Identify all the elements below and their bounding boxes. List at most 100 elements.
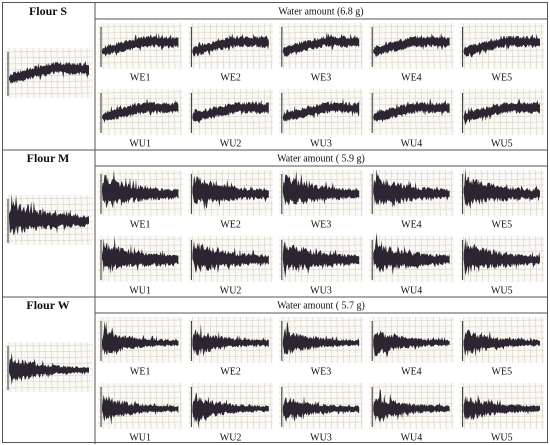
trace-grid bbox=[188, 202, 273, 205]
trace-image bbox=[459, 235, 545, 283]
trace-band bbox=[192, 392, 269, 429]
trace-image bbox=[459, 22, 545, 70]
trace-grid bbox=[426, 382, 429, 430]
trace-grid bbox=[278, 421, 364, 424]
trace-grid bbox=[97, 325, 183, 328]
trace-grid bbox=[188, 178, 273, 181]
trace-grid bbox=[459, 25, 545, 28]
trace-grid bbox=[97, 25, 183, 28]
trace-grid bbox=[97, 208, 183, 211]
trace-grid bbox=[369, 91, 454, 94]
trace-grid bbox=[369, 172, 454, 175]
trace-grid bbox=[270, 316, 272, 364]
sample-label: WE4 bbox=[401, 219, 422, 230]
trace-grid bbox=[101, 88, 104, 136]
trace-grid bbox=[188, 31, 273, 34]
trace-grid bbox=[511, 88, 513, 136]
trace-image bbox=[4, 341, 94, 393]
trace-grid bbox=[278, 274, 364, 277]
trace-grid bbox=[369, 421, 454, 424]
trace-grid bbox=[282, 88, 285, 136]
trace-grid bbox=[101, 22, 104, 70]
trace-grid bbox=[348, 316, 351, 364]
trace-grid bbox=[426, 22, 429, 70]
trace-image bbox=[459, 382, 545, 430]
sample-label: WE3 bbox=[311, 219, 332, 230]
trace-image bbox=[459, 316, 545, 364]
trace-grid bbox=[97, 97, 183, 100]
sample-label: WU2 bbox=[220, 432, 242, 443]
trace-grid bbox=[444, 316, 447, 364]
trace-grid bbox=[97, 55, 183, 58]
trace-grid bbox=[432, 382, 435, 430]
trace-image bbox=[278, 382, 364, 430]
trace-image bbox=[278, 22, 364, 70]
trace-grid bbox=[188, 391, 273, 394]
trace-band bbox=[463, 33, 540, 58]
trace-band bbox=[192, 323, 269, 357]
trace-grid bbox=[517, 88, 519, 136]
trace-grid bbox=[414, 88, 417, 136]
trace-grid bbox=[167, 382, 170, 430]
trace-image bbox=[97, 88, 183, 136]
trace-grid bbox=[4, 362, 94, 365]
sample-label: WE4 bbox=[401, 366, 422, 377]
trace-grid bbox=[97, 238, 183, 241]
trace-grid bbox=[450, 382, 453, 430]
sample-label: WE2 bbox=[220, 72, 241, 83]
trace-grid bbox=[4, 80, 94, 83]
trace-grid bbox=[4, 356, 94, 359]
trace-grid bbox=[188, 274, 273, 277]
trace-grid bbox=[264, 316, 266, 364]
trace-grid bbox=[369, 274, 454, 277]
trace-grid bbox=[450, 316, 453, 364]
trace-grid bbox=[188, 127, 273, 130]
trace-grid bbox=[432, 22, 435, 70]
trace-band bbox=[282, 321, 360, 355]
trace-grid bbox=[278, 325, 364, 328]
trace-band bbox=[463, 329, 540, 358]
trace-grid bbox=[173, 382, 176, 430]
trace-image bbox=[369, 22, 454, 70]
water-label: Water amount ( 5.9 g) bbox=[277, 153, 365, 164]
trace-grid bbox=[342, 22, 345, 70]
trace-grid bbox=[278, 31, 364, 34]
trace-band bbox=[102, 98, 179, 123]
trace-grid bbox=[278, 61, 364, 64]
trace-grid bbox=[278, 208, 364, 211]
trace-grid bbox=[56, 47, 59, 99]
trace-band bbox=[282, 170, 360, 206]
trace-grid bbox=[97, 355, 183, 358]
trace-grid bbox=[173, 88, 176, 136]
trace-grid bbox=[278, 397, 364, 400]
trace-grid bbox=[541, 22, 543, 70]
trace-band bbox=[463, 237, 540, 277]
sample-label: WE3 bbox=[311, 366, 332, 377]
trace-grid bbox=[505, 88, 507, 136]
trace-grid bbox=[97, 37, 183, 40]
trace-image bbox=[459, 167, 545, 217]
trace-image bbox=[4, 47, 94, 99]
trace-grid bbox=[4, 227, 94, 230]
trace-grid bbox=[188, 385, 273, 388]
trace-grid bbox=[369, 355, 454, 358]
trace-grid bbox=[4, 233, 94, 236]
trace-grid bbox=[252, 88, 254, 136]
trace-grid bbox=[188, 331, 273, 334]
trace-band bbox=[282, 396, 360, 423]
trace-grid bbox=[529, 382, 531, 430]
trace-grid bbox=[188, 238, 273, 241]
trace-grid bbox=[4, 197, 94, 200]
trace-band bbox=[282, 98, 360, 123]
trace-grid bbox=[459, 127, 545, 130]
trace-grid bbox=[369, 319, 454, 322]
trace-grid bbox=[282, 22, 285, 70]
trace-grid bbox=[188, 319, 273, 322]
trace-band bbox=[373, 232, 450, 276]
trace-grid bbox=[369, 121, 454, 124]
trace-image bbox=[188, 22, 273, 70]
trace-grid bbox=[369, 397, 454, 400]
trace-grid bbox=[155, 22, 158, 70]
